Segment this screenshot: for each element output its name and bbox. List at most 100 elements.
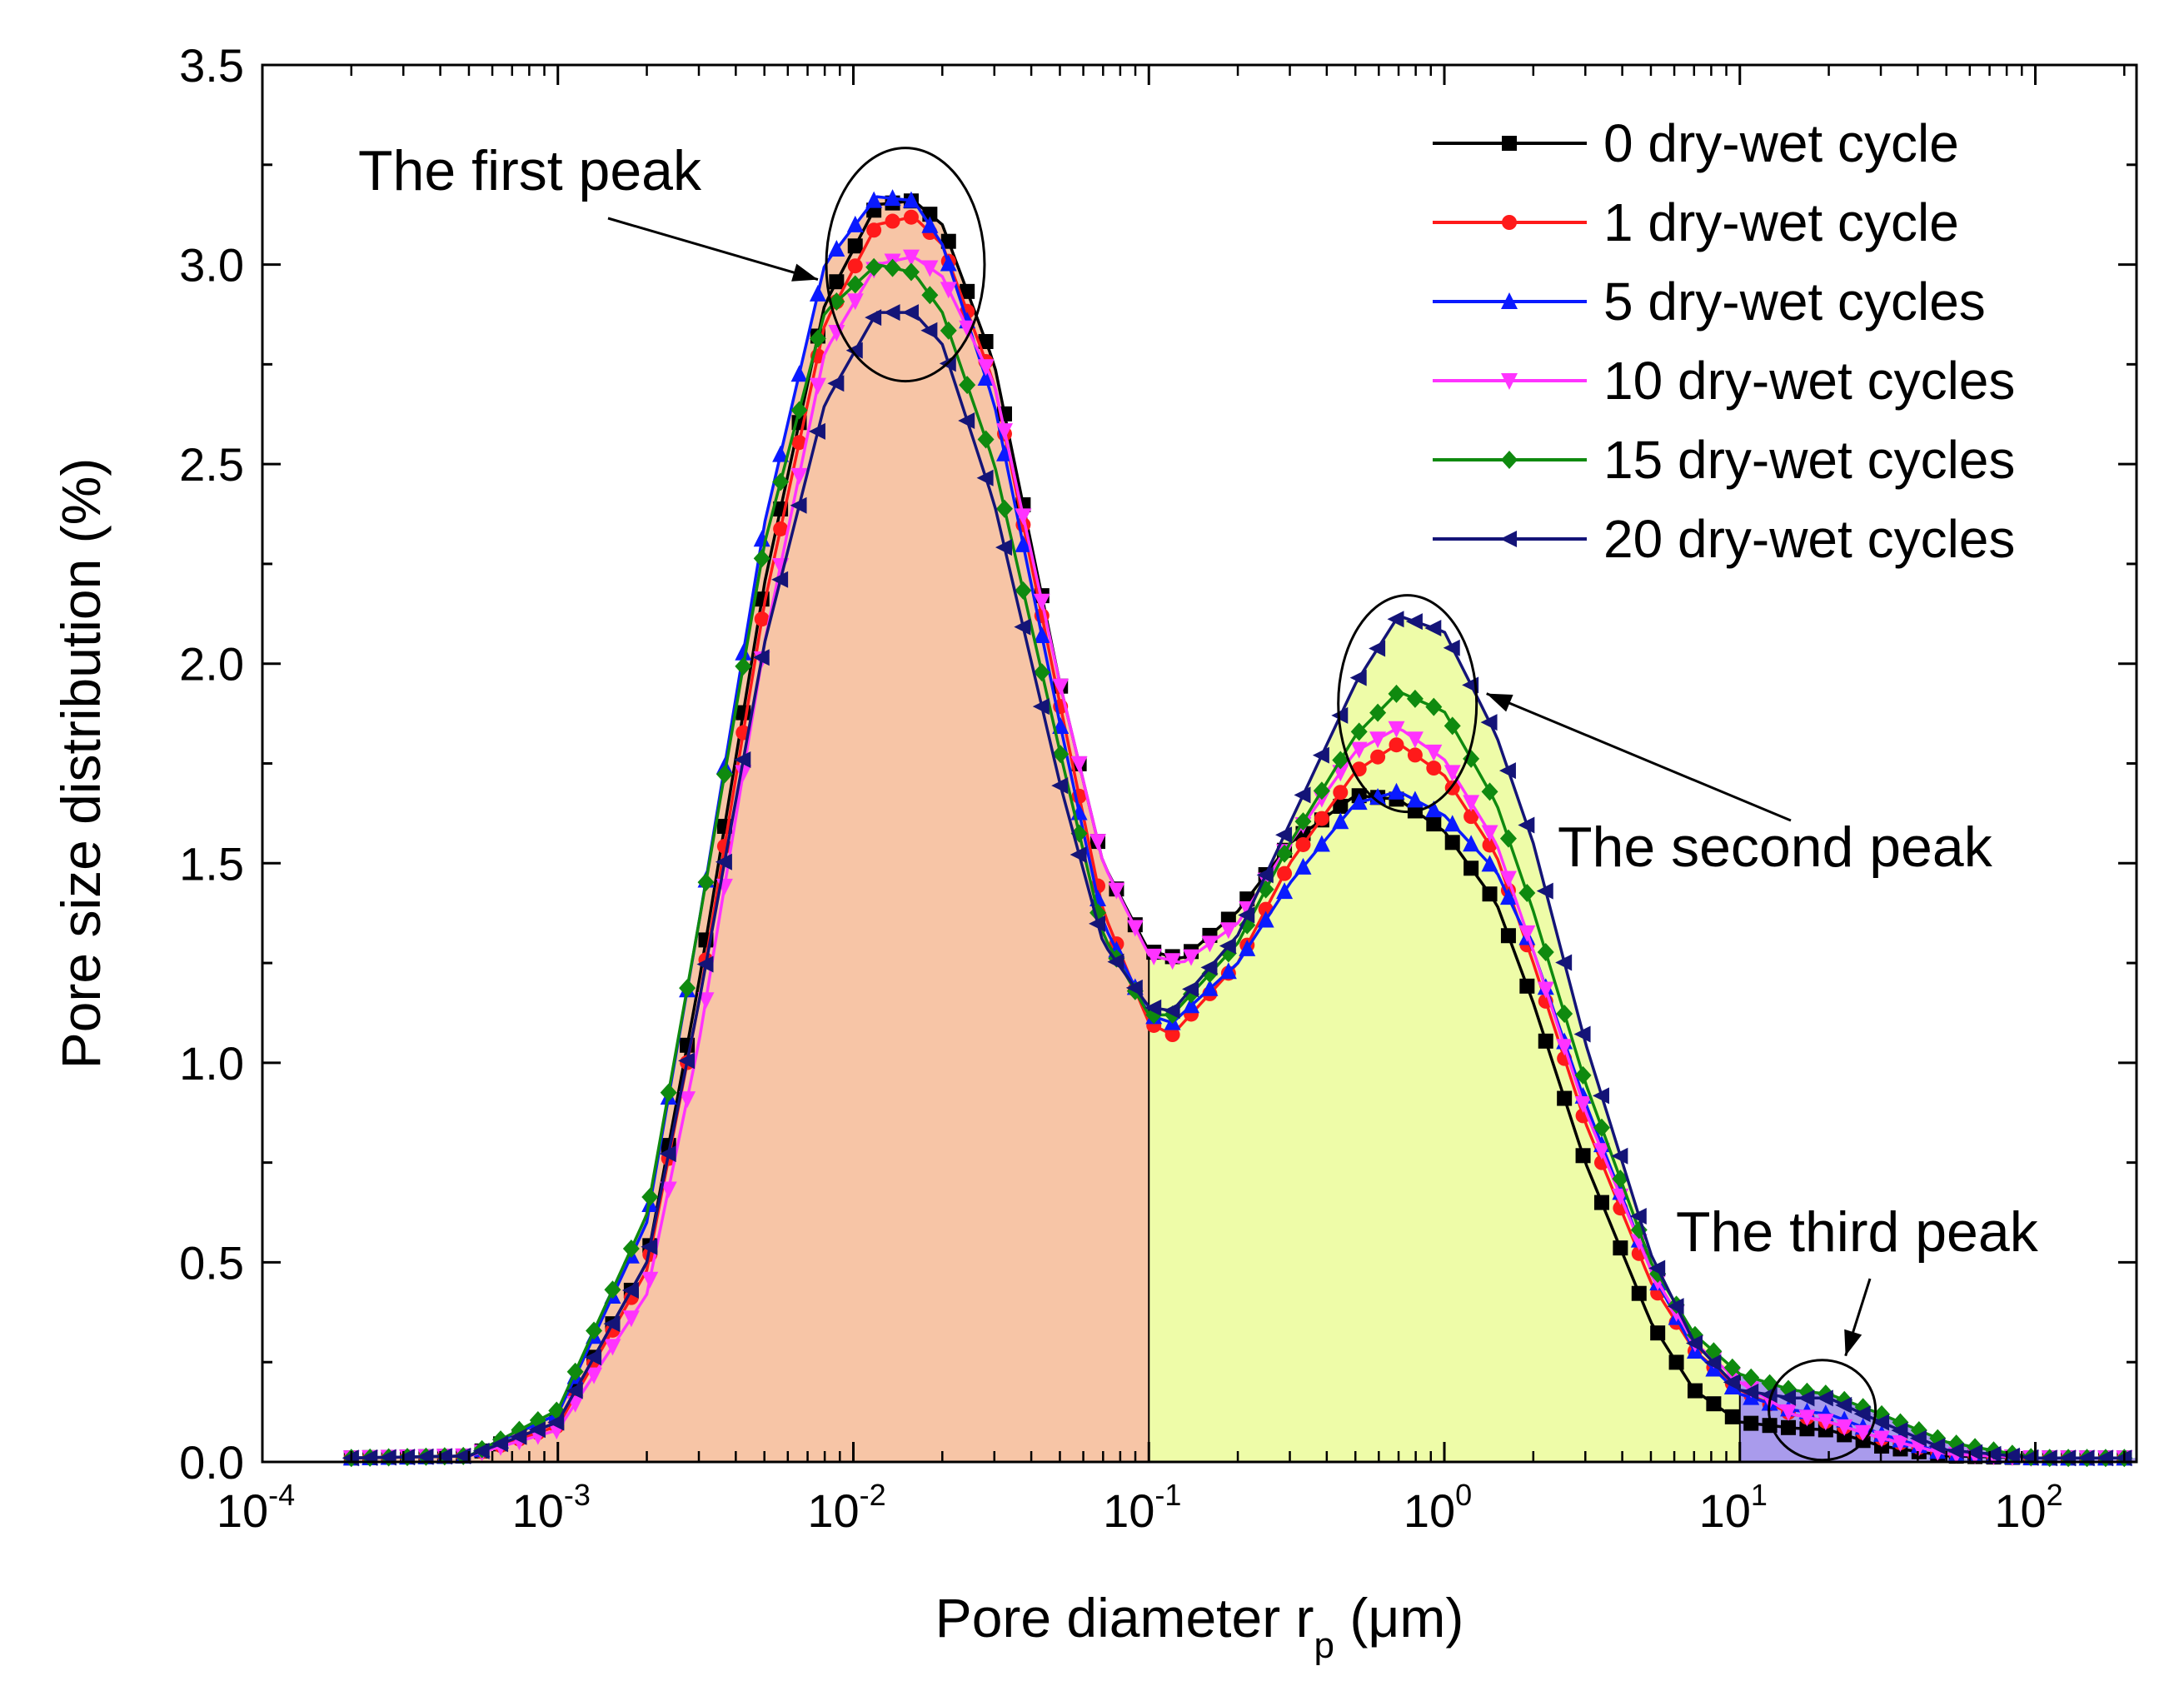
legend-label: 10 dry-wet cycles [1603, 351, 2015, 411]
region-first-region [351, 197, 1149, 1462]
marker-diamond [1052, 745, 1070, 764]
marker-triangle-up [1015, 535, 1032, 552]
marker-triangle-left [528, 1421, 546, 1439]
marker-triangle-up [1183, 996, 1200, 1014]
marker-triangle-left [1405, 613, 1423, 631]
marker-triangle-left [1312, 746, 1329, 764]
marker-diamond [641, 1188, 659, 1207]
marker-triangle-down [1070, 756, 1088, 773]
marker-triangle-left [1966, 1444, 1983, 1461]
legend-item: 5 dry-wet cycles [1433, 272, 1986, 332]
x-tick-base: 10 [1103, 1484, 1154, 1537]
marker-triangle-left [976, 469, 994, 486]
marker-triangle-left [1256, 866, 1274, 884]
marker-diamond [586, 1321, 603, 1340]
marker-triangle-left [678, 1052, 696, 1070]
marker-diamond [735, 656, 752, 676]
marker-triangle-left [1125, 979, 1143, 996]
marker-triangle-left [865, 309, 882, 327]
marker-triangle-left [1182, 980, 1199, 998]
marker-triangle-left [1928, 1438, 1946, 1455]
marker-diamond [1294, 812, 1312, 831]
marker-circle [754, 611, 770, 627]
marker-triangle-down [1556, 1039, 1573, 1056]
marker-circle [1502, 215, 1517, 230]
marker-square [1426, 816, 1442, 832]
x-tick-exponent: 2 [2047, 1478, 2063, 1512]
marker-diamond [753, 549, 770, 568]
y-tick-label: 2.5 [179, 438, 244, 491]
marker-triangle-down [1444, 765, 1461, 782]
marker-circle [1426, 761, 1442, 776]
marker-square [1799, 1421, 1815, 1437]
x-tick-exponent: 1 [1751, 1478, 1768, 1512]
marker-triangle-down [1406, 731, 1424, 749]
marker-diamond [1332, 751, 1349, 770]
marker-triangle-left [1555, 954, 1573, 971]
marker-diamond [995, 499, 1013, 518]
marker-triangle-down [1501, 373, 1518, 390]
marker-diamond [959, 376, 976, 395]
marker-square [960, 283, 975, 299]
marker-triangle-down [1798, 1409, 1816, 1427]
x-tick-exponent: -2 [860, 1478, 886, 1512]
marker-diamond [809, 329, 826, 348]
y-tick-label: 1.0 [179, 1037, 244, 1090]
x-tick-label: 102 [1994, 1478, 2062, 1537]
marker-diamond [1463, 749, 1480, 768]
marker-square [978, 334, 994, 350]
marker-triangle-down [1892, 1434, 1909, 1452]
marker-diamond [902, 262, 920, 282]
marker-diamond [679, 979, 696, 998]
legend-label: 0 dry-wet cycle [1603, 113, 1959, 173]
marker-triangle-down [1817, 1414, 1834, 1431]
marker-triangle-left [790, 496, 807, 514]
marker-triangle-up [790, 365, 808, 382]
legend-item: 10 dry-wet cycles [1433, 351, 2015, 411]
marker-triangle-left [1611, 1147, 1628, 1165]
marker-triangle-up [902, 191, 920, 208]
peak-ellipse [1337, 594, 1478, 814]
marker-triangle-left [491, 1435, 509, 1453]
x-tick-base: 10 [807, 1484, 859, 1537]
marker-diamond [1723, 1358, 1741, 1377]
marker-square [1781, 1419, 1797, 1435]
marker-triangle-left [435, 1448, 452, 1465]
marker-circle [1295, 836, 1311, 852]
marker-triangle-left [1872, 1414, 1890, 1431]
marker-triangle-down [1090, 834, 1107, 851]
marker-triangle-down [1108, 882, 1125, 900]
marker-triangle-left [1648, 1260, 1666, 1277]
marker-circle [885, 213, 900, 229]
marker-triangle-left [2002, 1447, 2020, 1464]
y-tick-label: 3.5 [179, 39, 244, 92]
legend: 0 dry-wet cycle 1 dry-wet cycle 5 dry-wet … [1433, 113, 2015, 569]
marker-triangle-up [865, 191, 883, 208]
marker-diamond [1350, 722, 1368, 741]
marker-triangle-down [1126, 920, 1144, 937]
marker-triangle-down [940, 282, 957, 299]
marker-triangle-down [641, 1271, 659, 1289]
marker-diamond [622, 1239, 640, 1258]
marker-square [1538, 1033, 1553, 1049]
x-tick-exponent: -3 [564, 1478, 591, 1512]
annotation-arrow-head [791, 263, 818, 282]
marker-diamond [1518, 883, 1536, 902]
marker-triangle-up [1481, 855, 1498, 872]
marker-triangle-down [1052, 678, 1070, 696]
y-tick-label: 0.0 [179, 1436, 244, 1489]
marker-triangle-up [1313, 835, 1330, 852]
marker-triangle-left [827, 375, 845, 392]
marker-triangle-left [1480, 714, 1498, 731]
marker-circle [866, 222, 882, 238]
marker-triangle-down [1780, 1404, 1798, 1421]
annotation-second-peak: The second peak [1337, 594, 1993, 879]
annotation-third-peak: The third peak [1676, 1200, 2039, 1462]
marker-diamond [921, 286, 939, 305]
x-tick-label: 101 [1699, 1478, 1768, 1537]
marker-diamond [1705, 1342, 1723, 1361]
marker-triangle-down [1593, 1143, 1610, 1160]
peak-ellipse [825, 147, 986, 383]
annotation-first-peak: The first peak [358, 139, 986, 383]
marker-square [1743, 1415, 1759, 1431]
